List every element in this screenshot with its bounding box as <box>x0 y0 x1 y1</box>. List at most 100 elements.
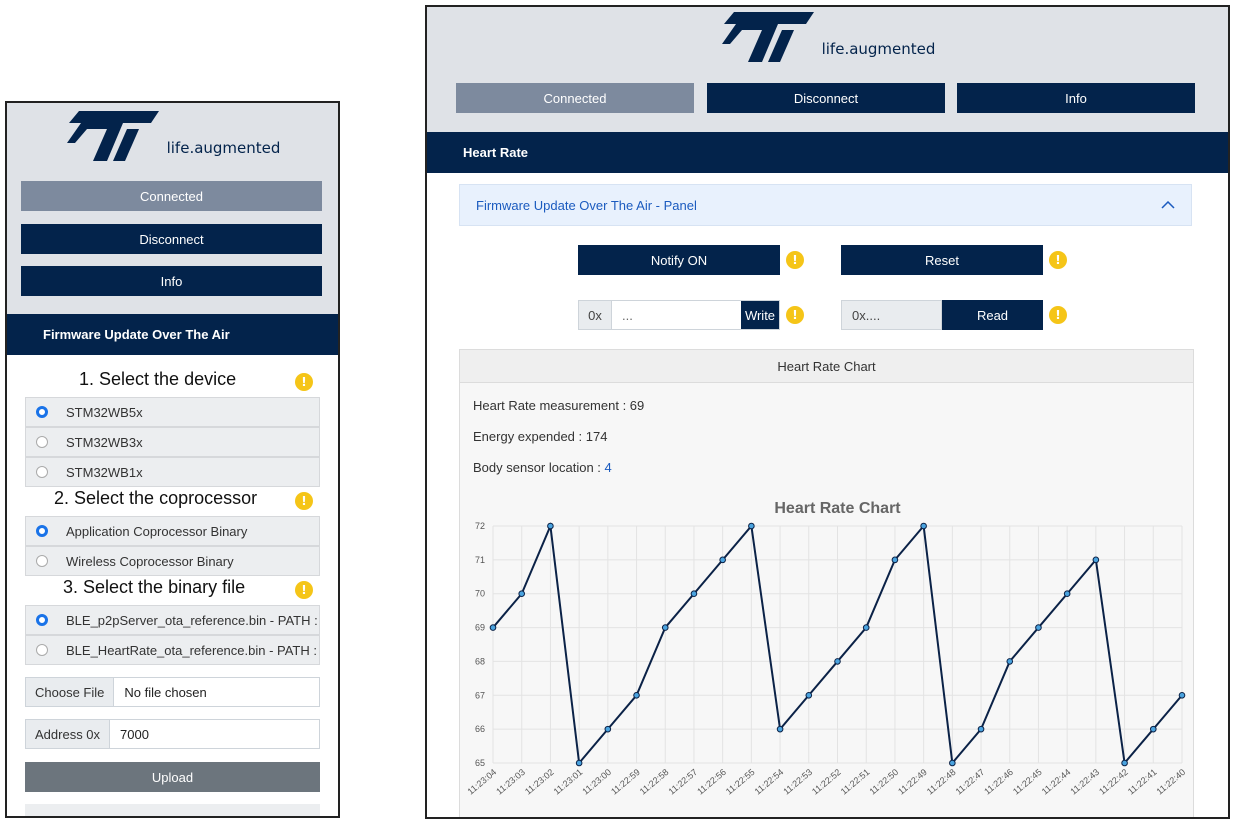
reset-button[interactable]: Reset <box>841 245 1043 275</box>
radio-selected-icon[interactable] <box>36 525 48 537</box>
radio-icon[interactable] <box>36 466 48 478</box>
radio-icon[interactable] <box>36 644 48 656</box>
address-value[interactable]: 7000 <box>120 726 149 742</box>
info-icon[interactable]: ! <box>295 492 313 510</box>
read-button[interactable]: Read <box>942 300 1043 330</box>
x-tick-label: 11:22:49 <box>896 767 929 797</box>
app-header: life.augmented Connected Disconnect Info <box>7 103 338 314</box>
x-tick-label: 11:22:51 <box>839 767 872 797</box>
data-point <box>776 725 784 733</box>
logo-tagline: life.augmented <box>821 40 936 58</box>
info-button[interactable]: Info <box>957 83 1195 113</box>
read-input-group: 0x.... Read <box>841 300 1043 330</box>
data-point <box>604 725 612 733</box>
x-tick-label: 11:23:01 <box>552 767 585 797</box>
data-point <box>1063 590 1071 598</box>
device-option-wb5x[interactable]: STM32WB5x <box>25 397 320 427</box>
heart-rate-measurement: Heart Rate measurement : 69 <box>473 398 644 413</box>
data-point <box>1178 691 1186 699</box>
x-tick-label: 11:23:02 <box>523 767 556 797</box>
info-icon[interactable]: ! <box>295 373 313 391</box>
info-icon[interactable]: ! <box>1049 306 1067 324</box>
radio-icon[interactable] <box>36 555 48 567</box>
data-point <box>547 522 554 530</box>
x-tick-label: 11:23:03 <box>494 767 527 797</box>
data-point <box>633 691 640 699</box>
write-input-group: 0x ... Write <box>578 300 780 330</box>
y-tick-label: 65 <box>475 758 485 768</box>
option-label: BLE_p2pServer_ota_reference.bin - PATH :… <box>66 612 320 628</box>
radio-selected-icon[interactable] <box>36 406 48 418</box>
y-tick-label: 69 <box>475 623 485 633</box>
x-tick-label: 11:22:50 <box>867 767 900 797</box>
disconnect-button[interactable]: Disconnect <box>707 83 945 113</box>
option-label: STM32WB1x <box>66 464 143 480</box>
fuota-accordion[interactable]: Firmware Update Over The Air - Panel <box>459 184 1192 226</box>
st-logo: life.augmented <box>427 8 1228 64</box>
logo-tagline: life.augmented <box>166 139 281 157</box>
coprocessor-option-wireless[interactable]: Wireless Coprocessor Binary <box>25 546 320 576</box>
x-tick-label: 11:22:45 <box>1011 767 1044 797</box>
binary-option-heartrate[interactable]: BLE_HeartRate_ota_reference.bin - PATH :… <box>25 635 320 665</box>
hex-prefix: 0x <box>579 301 612 329</box>
address-label: Address 0x <box>26 720 111 748</box>
connected-button[interactable]: Connected <box>21 181 322 211</box>
file-input[interactable]: Choose File No file chosen <box>25 677 320 707</box>
binary-option-p2pserver[interactable]: BLE_p2pServer_ota_reference.bin - PATH :… <box>25 605 320 635</box>
device-option-wb3x[interactable]: STM32WB3x <box>25 427 320 457</box>
x-tick-label: 11:22:43 <box>1068 767 1101 797</box>
data-point <box>748 522 755 530</box>
notify-button[interactable]: Notify ON <box>578 245 780 275</box>
body-sensor-location: Body sensor location : 4 <box>473 460 612 475</box>
write-input[interactable]: ... <box>612 301 741 329</box>
heart-rate-chart: Heart Rate Chart 72 71 70 69 68 67 66 6511:23:04… <box>466 500 1188 797</box>
accordion-title: Firmware Update Over The Air - Panel <box>476 197 697 213</box>
step-select-device: 1. Select the device <box>79 369 237 389</box>
y-tick-label: 70 <box>475 589 485 599</box>
x-tick-label: 11:22:47 <box>954 767 987 797</box>
radio-selected-icon[interactable] <box>36 614 48 626</box>
x-tick-label: 11:22:48 <box>925 767 958 797</box>
address-field[interactable]: Address 0x 7000 <box>25 719 320 749</box>
app-header: life.augmented Connected Disconnect Info <box>427 7 1228 132</box>
info-icon[interactable]: ! <box>786 306 804 324</box>
data-point <box>1035 624 1042 631</box>
energy-expended: Energy expended : 174 <box>473 429 607 444</box>
data-point <box>489 624 497 631</box>
data-point <box>1121 759 1128 767</box>
x-tick-label: 11:22:58 <box>638 767 671 797</box>
info-button[interactable]: Info <box>21 266 322 296</box>
info-icon[interactable]: ! <box>1049 251 1067 269</box>
x-tick-label: 11:22:56 <box>695 767 728 797</box>
heart-rate-card: Heart Rate Chart Heart Rate measurement … <box>459 349 1194 817</box>
chart-title: Heart Rate Chart <box>774 500 901 517</box>
section-title: Firmware Update Over The Air <box>7 314 338 355</box>
step-select-coprocessor: 2. Select the coprocessor <box>54 488 258 508</box>
choose-file-button[interactable]: Choose File <box>26 678 115 706</box>
info-icon[interactable]: ! <box>786 251 804 269</box>
radio-icon[interactable] <box>36 436 48 448</box>
data-point <box>805 691 813 699</box>
read-input[interactable]: 0x.... <box>841 300 942 330</box>
file-name: No file chosen <box>124 684 207 700</box>
chevron-up-icon[interactable] <box>1161 201 1175 209</box>
coprocessor-option-application[interactable]: Application Coprocessor Binary <box>25 516 320 546</box>
disconnect-button[interactable]: Disconnect <box>21 224 322 254</box>
x-tick-label: 11:22:54 <box>753 767 786 797</box>
option-label: STM32WB5x <box>66 404 143 420</box>
x-tick-label: 11:22:52 <box>810 767 843 797</box>
upload-button[interactable]: Upload <box>25 762 320 792</box>
option-label: Wireless Coprocessor Binary <box>66 553 234 569</box>
device-option-wb1x[interactable]: STM32WB1x <box>25 457 320 487</box>
connected-button[interactable]: Connected <box>456 83 694 113</box>
option-label: Application Coprocessor Binary <box>66 523 248 539</box>
info-icon[interactable]: ! <box>295 581 313 599</box>
x-tick-label: 11:22:44 <box>1040 767 1073 797</box>
hr-value: 69 <box>629 398 645 413</box>
st-logo-icon <box>721 12 814 62</box>
x-tick-label: 11:22:41 <box>1126 767 1159 797</box>
data-point <box>891 556 899 564</box>
write-button[interactable]: Write <box>741 301 779 329</box>
section-title: Heart Rate <box>427 132 1228 173</box>
location-label: Body sensor location : <box>473 460 605 475</box>
